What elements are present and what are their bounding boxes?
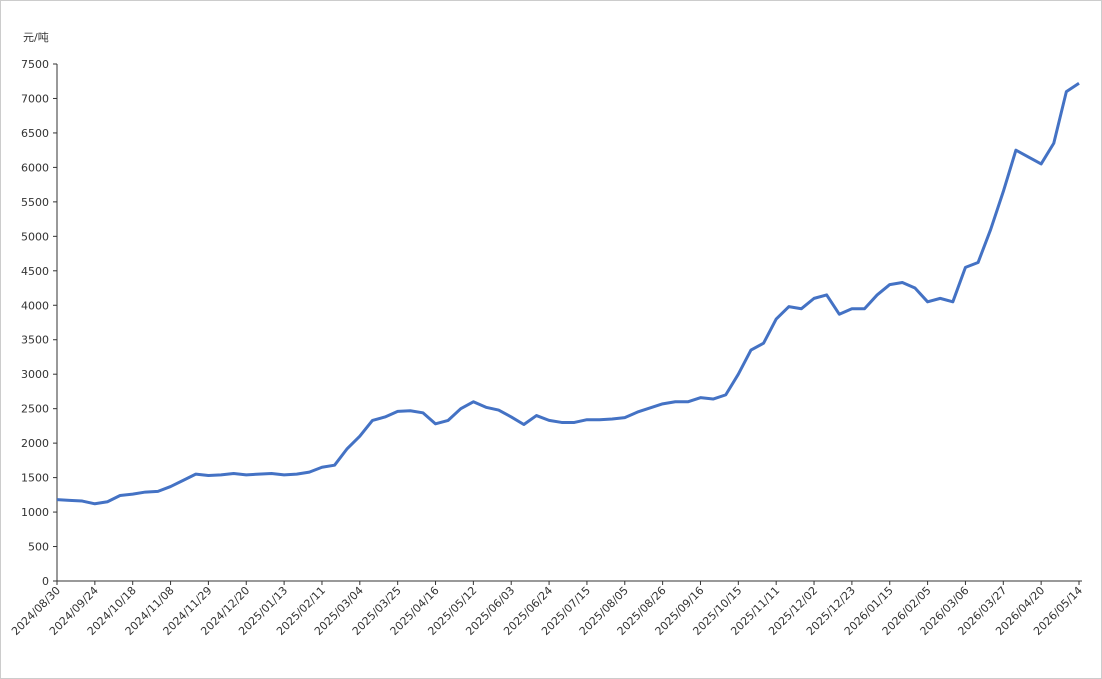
y-tick-label: 2500 bbox=[21, 403, 49, 416]
y-tick-label: 3000 bbox=[21, 368, 49, 381]
y-tick-label: 7500 bbox=[21, 58, 49, 71]
y-tick-label: 6000 bbox=[21, 161, 49, 174]
y-tick-label: 5000 bbox=[21, 230, 49, 243]
data-line bbox=[56, 82, 1080, 506]
y-tick-label: 1000 bbox=[21, 506, 49, 519]
y-tick-label: 500 bbox=[28, 541, 49, 554]
y-tick-label: 0 bbox=[42, 575, 49, 588]
y-tick-label: 5500 bbox=[21, 196, 49, 209]
y-tick-label: 2000 bbox=[21, 437, 49, 450]
y-axis-label: 元/吨 bbox=[23, 31, 49, 44]
y-tick-label: 6500 bbox=[21, 127, 49, 140]
y-tick-label: 4500 bbox=[21, 265, 49, 278]
y-tick-label: 1500 bbox=[21, 472, 49, 485]
y-tick-label: 7000 bbox=[21, 92, 49, 105]
y-tick-label: 3500 bbox=[21, 334, 49, 347]
y-tick-label: 4000 bbox=[21, 299, 49, 312]
